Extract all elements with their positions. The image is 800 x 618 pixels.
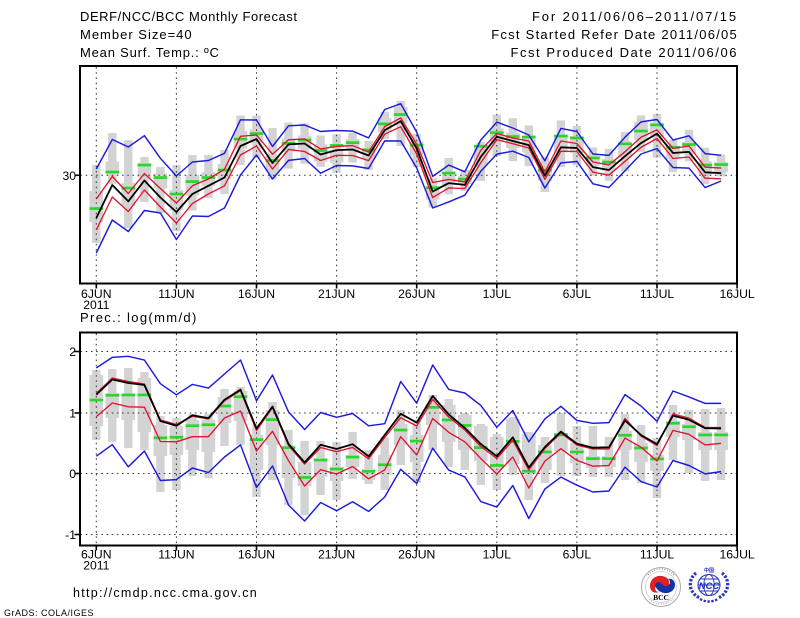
svg-text:11JUL: 11JUL — [640, 548, 675, 562]
svg-text:-1: -1 — [65, 528, 76, 542]
svg-text:Member Size=40: Member Size=40 — [80, 27, 193, 42]
svg-text:中国: 中国 — [704, 567, 714, 574]
svg-text:Fcst Produced Date 2011/06/06: Fcst Produced Date 2011/06/06 — [510, 45, 738, 60]
svg-text:11JUL: 11JUL — [640, 287, 675, 301]
svg-text:NCC: NCC — [699, 581, 720, 592]
svg-text:26JUN: 26JUN — [398, 287, 435, 301]
svg-text:11JUN: 11JUN — [158, 548, 194, 562]
svg-text:6JUL: 6JUL — [563, 287, 592, 301]
svg-text:16JUL: 16JUL — [719, 287, 754, 301]
svg-text:Fcst Started Refer Date 2011/0: Fcst Started Refer Date 2011/06/05 — [491, 27, 738, 42]
svg-text:DERF/NCC/BCC Monthly Forecast: DERF/NCC/BCC Monthly Forecast — [80, 9, 298, 24]
svg-text:6JUN: 6JUN — [81, 287, 111, 301]
svg-text:6JUL: 6JUL — [563, 548, 592, 562]
svg-text:11JUN: 11JUN — [158, 287, 194, 301]
svg-text:1JUL: 1JUL — [483, 287, 512, 301]
svg-text:For 2011/06/06–2011/07/15: For 2011/06/06–2011/07/15 — [532, 9, 738, 24]
svg-text:BCC: BCC — [653, 593, 669, 602]
svg-text:1: 1 — [69, 407, 76, 421]
svg-text:26JUN: 26JUN — [398, 548, 435, 562]
svg-text:21JUN: 21JUN — [318, 548, 355, 562]
svg-text:http://cmdp.ncc.cma.gov.cn: http://cmdp.ncc.cma.gov.cn — [73, 586, 258, 600]
svg-text:6JUN: 6JUN — [81, 548, 111, 562]
svg-text:Mean Surf. Temp.: ºC: Mean Surf. Temp.: ºC — [80, 45, 220, 60]
svg-text:16JUN: 16JUN — [238, 287, 275, 301]
svg-text:16JUL: 16JUL — [719, 548, 754, 562]
svg-text:2: 2 — [69, 345, 76, 359]
svg-text:2011: 2011 — [83, 298, 109, 312]
svg-text:21JUN: 21JUN — [318, 287, 355, 301]
svg-text:30: 30 — [62, 169, 76, 183]
svg-text:1JUL: 1JUL — [483, 548, 512, 562]
svg-text:2011: 2011 — [83, 559, 109, 573]
svg-text:GrADS: COLA/IGES: GrADS: COLA/IGES — [4, 608, 94, 618]
svg-text:16JUN: 16JUN — [238, 548, 275, 562]
svg-text:0: 0 — [69, 467, 76, 481]
svg-text:Prec.: log(mm/d): Prec.: log(mm/d) — [80, 310, 198, 325]
